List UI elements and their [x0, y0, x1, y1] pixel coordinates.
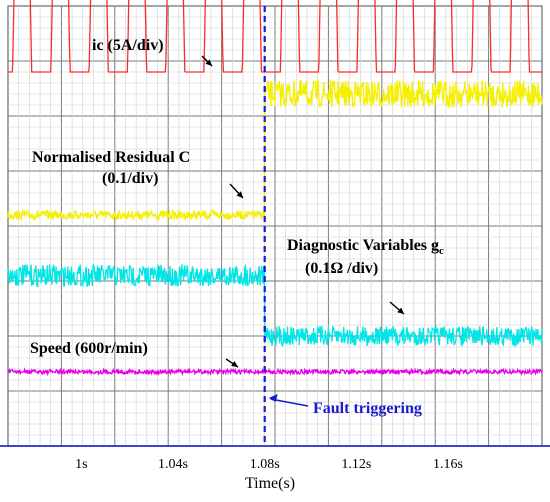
arrow-residual-head	[236, 191, 243, 198]
trace-series-2	[7, 262, 543, 348]
arrow-diagnostic-head	[397, 307, 404, 314]
x-axis: Time(s) 1s 1.04s 1.08s 1.12s 1.16s	[0, 445, 550, 492]
x-tick-label: 1s	[75, 457, 87, 472]
label-ic: ic (5A/div)	[92, 37, 164, 54]
arrow-ic-head	[205, 59, 212, 66]
arrow-speed-head	[231, 360, 238, 367]
label-speed: Speed (600r/min)	[30, 340, 148, 357]
x-axis-label: Time(s)	[245, 475, 295, 492]
fault-marker	[263, 6, 309, 446]
label-residual: Normalised Residual C	[32, 149, 190, 166]
x-tick-label: 1.04s	[158, 457, 188, 472]
fault-arrow-head	[268, 394, 278, 402]
label-arrows	[201, 55, 405, 368]
trace-labels: ic (5A/div) Normalised Residual C (0.1/d…	[30, 37, 444, 417]
label-diagnostic: Diagnostic Variables gc	[287, 237, 444, 257]
label-diagnostic-scale: (0.1Ω /div)	[305, 260, 378, 277]
trace-current	[8, 0, 542, 73]
x-tick-label: 1.08s	[250, 457, 280, 472]
x-tick-label: 1.16s	[433, 457, 463, 472]
trace-series-1	[7, 78, 543, 222]
label-residual-scale: (0.1/div)	[102, 170, 158, 187]
fault-arrow-shaft	[270, 398, 309, 407]
label-fault-triggering: Fault triggering	[313, 400, 422, 417]
x-tick-label: 1.12s	[341, 457, 371, 472]
trace-series-3	[7, 367, 543, 377]
traces	[7, 0, 543, 377]
